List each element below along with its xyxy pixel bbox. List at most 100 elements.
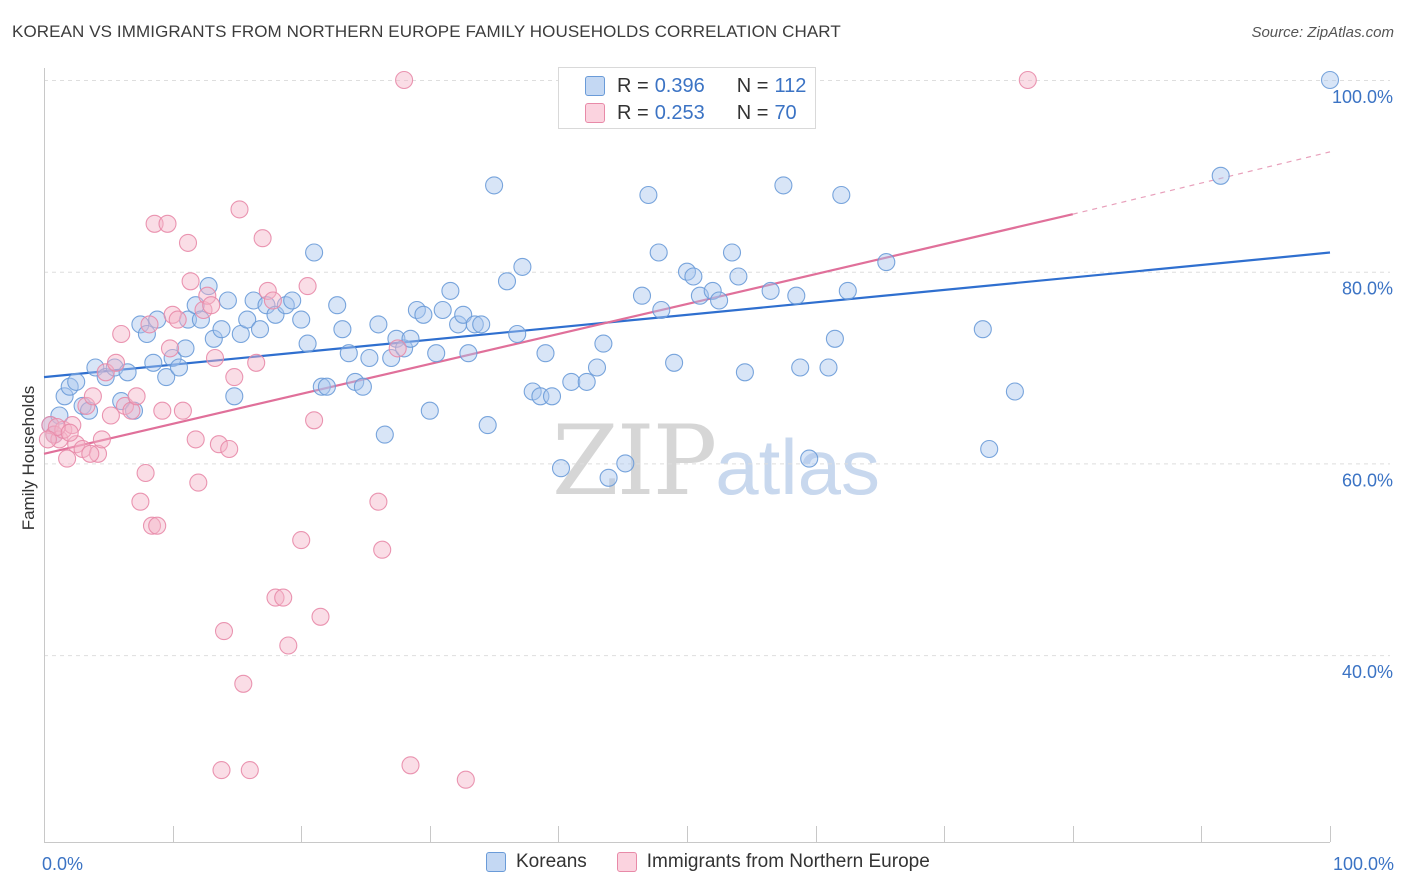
immigrant-point <box>178 233 198 252</box>
y-axis-title: Family Households <box>19 386 38 531</box>
legend-item-koreans[interactable]: Koreans <box>486 851 587 873</box>
korean-point <box>729 267 748 286</box>
immigrant-point <box>274 588 293 607</box>
correlation-legend: R = 0.396 N = 112 R = 0.253 N = 70 <box>558 67 816 129</box>
legend-swatch-koreans <box>585 76 605 96</box>
immigrant-point <box>153 401 172 420</box>
korean-point <box>204 329 223 348</box>
immigrant-point <box>136 463 155 483</box>
korean-point <box>250 320 270 339</box>
immigrant-point <box>163 305 182 324</box>
immigrant-point <box>298 277 317 296</box>
series-legend: Koreans Immigrants from Northern Europe <box>486 851 960 873</box>
korean-point <box>1211 166 1230 185</box>
korean-point <box>387 329 406 348</box>
legend-r-label: R = <box>617 74 649 97</box>
immigrant-point <box>106 353 126 372</box>
legend-n-value: 70 <box>774 101 797 124</box>
korean-point <box>819 358 838 377</box>
zipatlas-watermark: ZIPatlas <box>552 405 880 517</box>
korean-point <box>305 243 324 262</box>
legend-swatch-koreans <box>486 852 506 872</box>
korean-point <box>420 401 439 420</box>
korean-point <box>238 310 257 329</box>
immigrant-point <box>395 70 414 90</box>
immigrant-point <box>168 310 187 329</box>
immigrant-point <box>202 296 221 315</box>
korean-point <box>800 449 819 468</box>
immigrant-point <box>456 770 475 789</box>
immigrant-point <box>158 214 177 233</box>
source-label: Source: ZipAtlas.com <box>1251 24 1394 41</box>
korean-point <box>427 344 446 363</box>
korean-point <box>877 253 896 272</box>
immigrant-point <box>1018 70 1037 90</box>
legend-item-immigrants[interactable]: Immigrants from Northern Europe <box>616 851 930 873</box>
immigrant-point <box>181 272 200 291</box>
korean-point <box>292 310 311 329</box>
immigrant-point <box>81 444 100 463</box>
legend-row-immigrants: R = 0.253 N = 70 <box>585 100 797 126</box>
korean-point <box>735 363 754 382</box>
immigrant-point <box>214 622 234 641</box>
korean-point <box>980 439 999 459</box>
legend-n-value: 112 <box>774 74 807 97</box>
korean-point <box>684 267 703 286</box>
korean-point <box>542 387 562 406</box>
korean-point <box>79 401 99 420</box>
immigrant-point <box>131 492 150 511</box>
immigrant-point <box>225 368 244 387</box>
immigrant-point <box>173 401 192 420</box>
korean-point <box>513 257 532 276</box>
legend-r-label: R = <box>617 101 649 124</box>
immigrant-point <box>101 406 120 425</box>
watermark-zip: ZIP <box>552 405 717 517</box>
korean-point <box>587 358 607 377</box>
axis-labels: 100.0% 80.0% 60.0% 40.0% 0.0% 100.0% Family Ho… <box>19 87 1394 874</box>
immigrant-point <box>88 444 108 463</box>
data-points <box>38 70 1340 789</box>
korean-point <box>382 348 401 368</box>
y-tick-label: 100.0% <box>1332 87 1393 107</box>
legend-row-koreans: R = 0.396 N = 112 <box>585 73 806 99</box>
legend-swatch-immigrants <box>616 852 637 872</box>
immigrant-point <box>240 761 259 780</box>
immigrant-point <box>305 411 324 430</box>
korean-point <box>131 315 150 334</box>
korean-point <box>328 296 347 315</box>
korean-point <box>551 459 571 478</box>
immigrant-point <box>212 761 231 780</box>
korean-point <box>639 185 658 205</box>
legend-swatch-immigrants <box>585 103 605 123</box>
korean-point <box>353 377 372 396</box>
korean-point <box>225 387 244 406</box>
korean-point <box>599 468 618 487</box>
immigrant-point <box>258 281 277 300</box>
immigrant-point <box>220 439 239 459</box>
korean-point <box>832 185 851 205</box>
immigrant-point <box>401 756 420 775</box>
korean-point <box>577 372 596 391</box>
korean-point <box>722 243 742 262</box>
korean-point <box>67 372 86 391</box>
korean-point <box>441 281 460 300</box>
korean-point <box>169 358 189 377</box>
korean-point <box>96 368 115 387</box>
korean-point <box>649 243 668 262</box>
immigrant-point <box>127 387 146 406</box>
immigrant-point <box>205 348 225 368</box>
korean-point <box>454 305 473 324</box>
korean-point <box>791 358 810 377</box>
korean-point <box>838 281 857 300</box>
immigrant-point <box>279 636 298 655</box>
legend-label-koreans: Koreans <box>516 851 587 872</box>
korean-point <box>536 344 555 363</box>
immigrant-point <box>60 423 79 442</box>
immigrant-point <box>92 430 111 449</box>
korean-point <box>616 454 635 473</box>
korean-point <box>55 387 74 406</box>
immigrant-point <box>142 516 162 535</box>
korean-point <box>632 286 652 305</box>
korean-point <box>652 300 671 320</box>
watermark-atlas: atlas <box>715 423 880 511</box>
